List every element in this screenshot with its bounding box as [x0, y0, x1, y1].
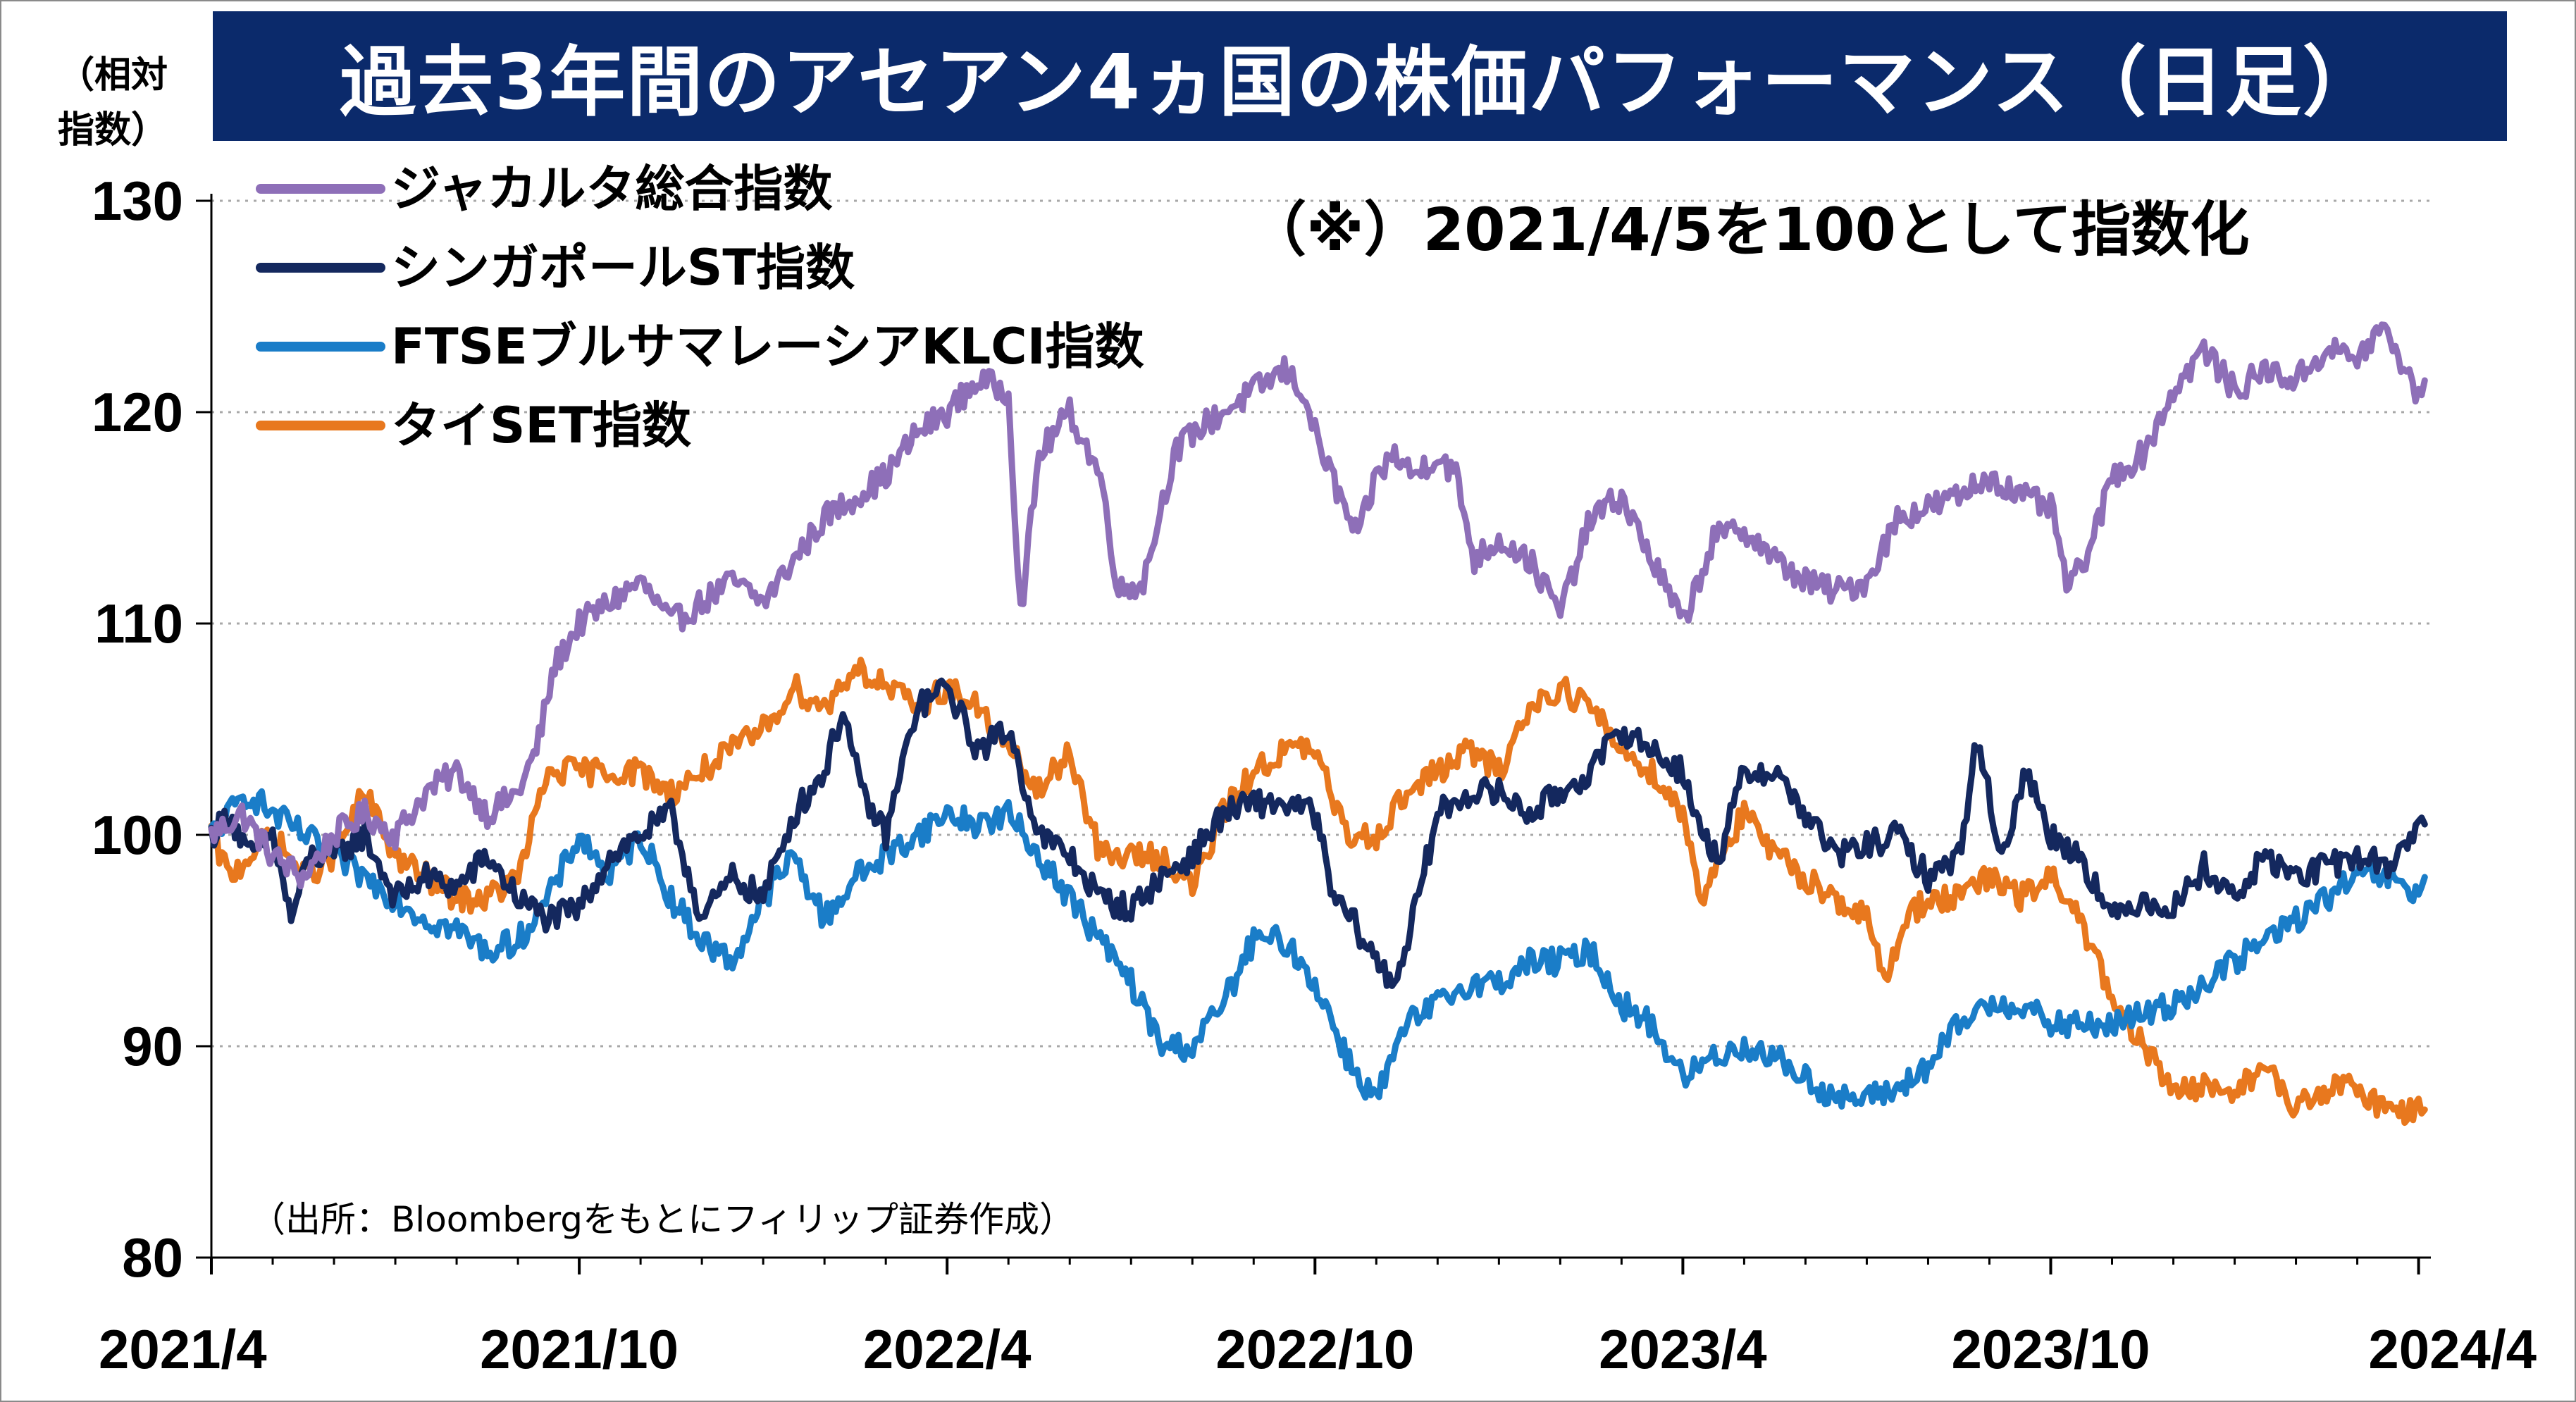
chart-title: 過去3年間のアセアン4ヵ国の株価パフォーマンス（日足）	[213, 11, 2507, 141]
index-note: （※）2021/4/5を100として指数化	[1247, 195, 2250, 264]
x-tick-label: 2022/10	[1215, 1318, 1414, 1380]
x-tick-labels: 2021/4 2021/10 2022/4 2022/10 2023/4 2023/10 2…	[99, 1318, 2537, 1380]
y-tick-label: 80	[122, 1227, 183, 1289]
y-tick-label: 120	[92, 381, 183, 443]
x-tick-label: 2023/4	[1599, 1318, 1767, 1380]
series-line-2	[208, 788, 2428, 1110]
y-tick-label: 130	[92, 170, 183, 232]
x-tick-label: 2022/4	[863, 1318, 1032, 1380]
axes	[196, 194, 2431, 1274]
x-tick-label: 2021/4	[99, 1318, 267, 1380]
y-tick-label: 90	[122, 1015, 183, 1077]
legend-label-0: ジャカルタ総合指数	[391, 160, 833, 218]
series-line-1	[208, 677, 2428, 989]
x-tick-label: 2024/4	[2368, 1318, 2537, 1380]
x-tick-label: 2021/10	[480, 1318, 679, 1380]
legend-label-3: タイSET指数	[391, 397, 691, 454]
series-lines	[208, 321, 2428, 1127]
y-tick-label: 110	[94, 593, 183, 655]
y-tick-label: 100	[92, 804, 183, 866]
series-line-3	[208, 657, 2428, 1127]
legend-label-1: シンガポールST指数	[391, 239, 855, 297]
y-tick-labels: 80 90 100 110 120 130	[92, 170, 183, 1289]
legend-label-2: FTSEブルサマレーシアKLCI指数	[391, 318, 1144, 376]
source-note: （出所：Bloombergをもとにフィリップ証券作成）	[250, 1199, 1075, 1240]
series-line-0	[208, 321, 2428, 890]
y-axis-unit-label: （相対指数）	[57, 54, 168, 151]
x-tick-label: 2023/10	[1952, 1318, 2150, 1380]
